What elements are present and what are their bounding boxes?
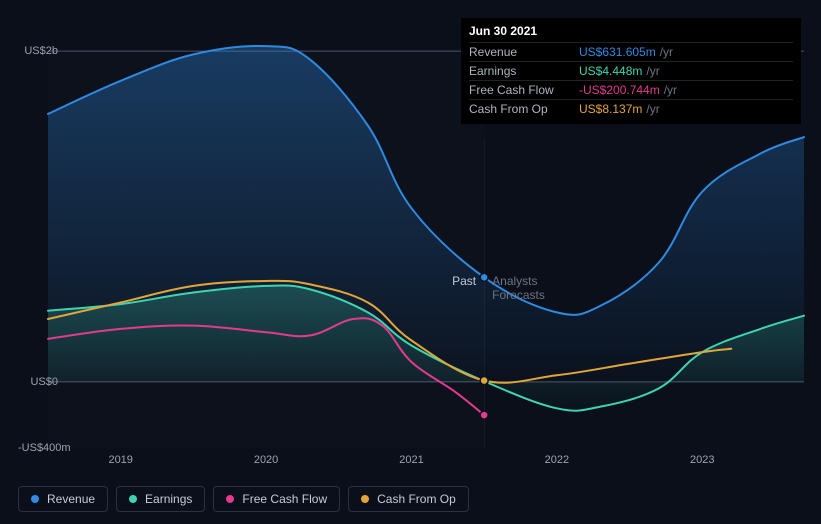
hover-tooltip: Jun 30 2021 RevenueUS$631.605m/yrEarning…	[461, 18, 801, 124]
past-region-label: Past	[452, 274, 476, 288]
tooltip-row-earnings: EarningsUS$4.448m/yr	[469, 61, 793, 80]
tooltip-row-label: Free Cash Flow	[469, 83, 579, 97]
x-tick-2021: 2021	[399, 454, 423, 466]
y-tick-bottom: -US$400m	[18, 442, 58, 454]
tooltip-row-free-cash-flow: Free Cash Flow-US$200.744m/yr	[469, 80, 793, 99]
tooltip-row-label: Cash From Op	[469, 102, 579, 116]
y-tick-zero: US$0	[18, 376, 58, 388]
x-tick-2019: 2019	[108, 454, 132, 466]
financials-chart: Past Analysts Forecasts US$2b US$0 -US$4…	[18, 18, 804, 508]
forecast-region-label: Analysts Forecasts	[492, 274, 545, 302]
tooltip-date: Jun 30 2021	[469, 24, 793, 42]
legend-label: Earnings	[145, 492, 192, 506]
x-tick-2023: 2023	[690, 454, 714, 466]
legend-label: Cash From Op	[377, 492, 456, 506]
tooltip-row-label: Revenue	[469, 45, 579, 59]
tooltip-row-revenue: RevenueUS$631.605m/yr	[469, 42, 793, 61]
legend-dot-icon	[129, 495, 137, 503]
legend-label: Revenue	[47, 492, 95, 506]
tooltip-row-unit: /yr	[646, 102, 659, 116]
past-forecast-divider	[484, 138, 485, 448]
legend-label: Free Cash Flow	[242, 492, 327, 506]
tooltip-row-unit: /yr	[660, 45, 673, 59]
tooltip-row-value: US$631.605m	[579, 45, 656, 59]
y-tick-top: US$2b	[18, 45, 58, 57]
legend-item-fcf[interactable]: Free Cash Flow	[213, 486, 340, 512]
tooltip-row-value: US$4.448m	[579, 64, 642, 78]
legend-dot-icon	[226, 495, 234, 503]
legend-item-earnings[interactable]: Earnings	[116, 486, 205, 512]
legend-dot-icon	[31, 495, 39, 503]
legend-dot-icon	[361, 495, 369, 503]
tooltip-row-label: Earnings	[469, 64, 579, 78]
x-tick-2020: 2020	[254, 454, 278, 466]
x-tick-2022: 2022	[545, 454, 569, 466]
tooltip-row-unit: /yr	[646, 64, 659, 78]
tooltip-row-unit: /yr	[664, 83, 677, 97]
tooltip-row-value: US$8.137m	[579, 102, 642, 116]
tooltip-row-value: -US$200.744m	[579, 83, 660, 97]
legend-item-cfo[interactable]: Cash From Op	[348, 486, 469, 512]
legend-item-revenue[interactable]: Revenue	[18, 486, 108, 512]
tooltip-row-cash-from-op: Cash From OpUS$8.137m/yr	[469, 99, 793, 118]
legend: Revenue Earnings Free Cash Flow Cash From O…	[18, 486, 469, 512]
